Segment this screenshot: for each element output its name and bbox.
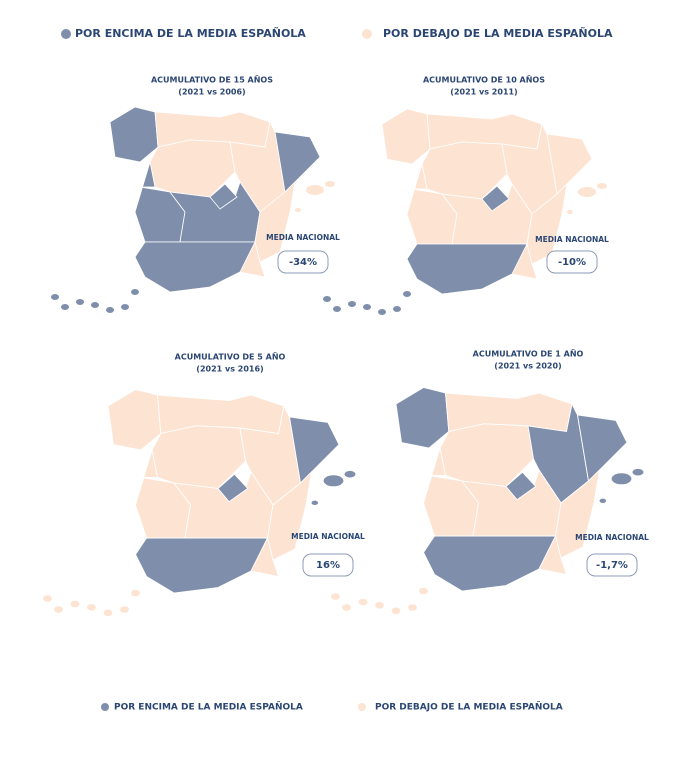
island [597,183,607,189]
media-label: MEDIA NACIONAL [266,233,340,242]
legend-label: POR ENCIMA DE LA MEDIA ESPAÑOLA [75,27,306,40]
region [546,133,593,195]
island [358,598,368,606]
island [121,304,129,310]
island [51,294,59,300]
region [109,106,159,163]
region [134,241,256,293]
island [344,470,356,478]
media-value: -10% [558,257,586,268]
legend-dot [358,703,366,711]
island [342,604,351,611]
island [325,181,335,187]
legend-dot [61,29,71,39]
island [87,604,96,611]
island [311,500,319,505]
region [481,185,510,212]
island [131,289,139,295]
media-value: 16% [316,560,340,571]
media-box [546,250,598,274]
island [599,498,607,503]
media-box [302,553,354,577]
map-title: ACUMULATIVO DE 5 AÑO [175,352,286,362]
island [408,604,417,611]
region [134,537,269,594]
media-label: MEDIA NACIONAL [575,533,649,542]
region [209,183,238,210]
island [120,606,129,613]
legend-label: POR DEBAJO DE LA MEDIA ESPAÑOLA [383,27,613,40]
spain-map [331,387,644,615]
media-label: MEDIA NACIONAL [291,532,365,541]
region [395,387,450,449]
island [567,210,573,214]
island [70,600,80,608]
island [378,309,386,315]
media-label: MEDIA NACIONAL [535,235,609,244]
map-subtitle: (2021 vs 2011) [450,88,517,97]
region [288,416,340,484]
map-title: ACUMULATIVO DE 1 AÑO [473,349,584,359]
island [61,304,69,310]
island [632,468,644,476]
spain-map [323,108,607,315]
media-value: -34% [289,257,317,268]
region [254,180,296,263]
map-title: ACUMULATIVO DE 15 AÑOS [151,75,273,85]
island [419,587,428,595]
media-box [277,250,329,274]
island [578,187,596,197]
region [381,108,431,165]
region [406,243,528,295]
island [106,307,114,313]
island [391,607,401,615]
map-subtitle: (2021 vs 2006) [178,88,245,97]
legend-dot [362,29,372,39]
region [274,131,321,193]
legend-label: POR DEBAJO DE LA MEDIA ESPAÑOLA [375,702,563,713]
island [91,302,99,308]
island [103,609,113,617]
region [217,473,249,503]
island [333,306,341,312]
island [323,296,331,302]
island [393,306,401,312]
island [43,595,52,602]
region [555,468,601,559]
island [54,606,63,613]
region [526,182,568,265]
map-title: ACUMULATIVO DE 10 AÑOS [423,75,545,85]
region [107,389,162,451]
spain-map [43,389,356,617]
spain-map [51,106,335,313]
map-subtitle: (2021 vs 2016) [196,365,263,374]
island [131,589,140,597]
region [505,471,537,501]
media-value: -1,7% [596,560,628,571]
island [76,299,84,305]
legend-dot [101,703,109,711]
media-box [586,553,638,577]
region [267,470,313,561]
island [295,208,301,212]
island [403,291,411,297]
island [611,473,632,485]
island [306,185,324,195]
map-subtitle: (2021 vs 2020) [494,362,561,371]
island [348,301,356,307]
island [323,475,344,487]
island [331,593,340,600]
island [375,602,384,609]
region [576,414,628,482]
region [422,535,557,592]
island [363,304,371,310]
legend-label: POR ENCIMA DE LA MEDIA ESPAÑOLA [114,702,303,713]
